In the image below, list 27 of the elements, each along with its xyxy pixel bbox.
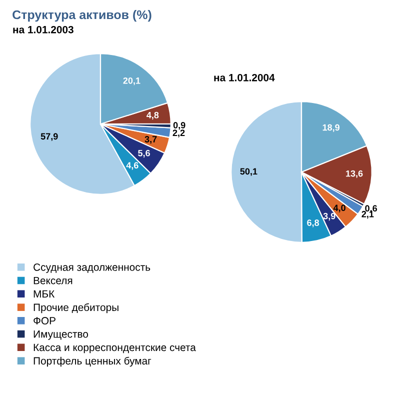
data-label: 3,7 [144,136,157,144]
legend-label: Прочие дебиторы [34,303,118,314]
legend-label: Векселя [34,276,72,284]
legend-label: Ссудная задолженность [34,264,150,273]
data-label: 5,6 [138,150,150,158]
legend-label: Портфель ценных бумаг [34,356,152,367]
data-label: 4,8 [146,112,159,120]
data-label: 4,0 [333,204,346,212]
chart-title: Структура активов (%) [12,10,152,22]
data-label: 2,1 [362,210,374,219]
legend-label: ФОР [34,317,56,324]
legend-label: Имущество [34,330,88,340]
data-label: 4,6 [126,162,138,170]
data-label: 0,6 [365,205,378,213]
data-label: 50,1 [240,168,258,176]
data-label: 13,6 [346,170,363,178]
legend-label: МБК [34,290,55,298]
data-label: 0,9 [173,122,186,130]
data-label: 3,9 [323,212,336,221]
chart-title: на 1.01.2004 [214,74,275,82]
legend-label: Касса и корреспондентские счета [34,344,196,354]
data-label: 6,8 [307,220,320,228]
data-label: 18,9 [322,124,340,132]
data-label: 20,1 [123,77,140,86]
data-label: 2,2 [172,130,185,138]
chart-subtitle: на 1.01.2003 [13,26,74,34]
data-label: 57,9 [40,133,58,141]
